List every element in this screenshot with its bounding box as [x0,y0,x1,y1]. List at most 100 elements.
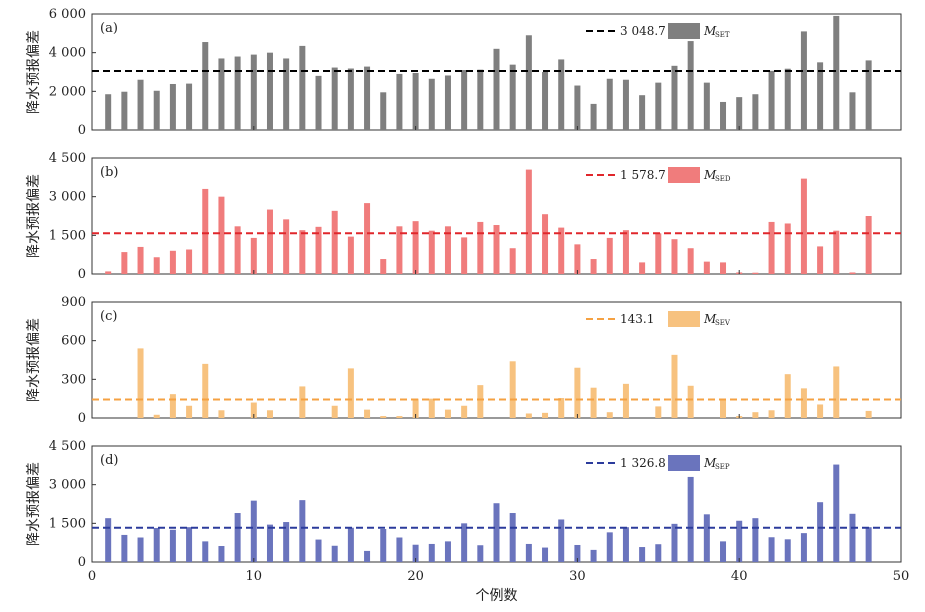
x-axis-label: 个例数 [476,588,518,604]
panel-d-bar-12 [283,522,290,562]
panel-b-bar-11 [266,209,273,274]
panel-d-bar-23 [461,523,468,562]
panel-a-bar-38 [703,82,710,130]
panel-c-ytick-label-900: 900 [61,295,86,310]
panel-a-label: (a) [100,21,118,36]
panel-a-bar-7 [202,42,209,130]
panel-a-bar-44 [800,31,807,130]
panel-c-bar-13 [299,386,306,418]
panel-b-bar-3 [137,246,144,274]
panel-a-bar-11 [266,52,273,130]
xtick-label-0: 0 [88,569,96,584]
panel-a-bar-40 [736,97,743,130]
panel-c-bar-37 [687,385,694,418]
panel-d-bar-4 [153,527,160,562]
panel-b-bar-26 [509,248,516,274]
panel-b-bar-25 [493,225,500,274]
panel-c-bar-8 [218,410,225,418]
panel-b-bar-45 [817,246,824,274]
panel-b-bar-37 [687,248,694,274]
panel-d-label: (d) [100,453,118,468]
panel-a-bar-9 [234,56,241,130]
panel-c-bar-32 [606,412,613,418]
panel-c-bar-21 [428,398,435,418]
panel-d-bar-32 [606,532,613,562]
panel-a-bar-47 [849,92,856,130]
panel-c-bar-30 [574,367,581,418]
panel-d-ytick-label-1500: 1 500 [49,516,86,531]
panel-d-bar-27 [525,543,532,562]
panel-b-bar-28 [542,214,549,274]
panel-a-bar-37 [687,41,694,130]
panel-d-bar-35 [655,544,662,562]
panel-a-bar-26 [509,64,516,130]
panel-c-bar-27 [525,413,532,418]
panel-a-legend-symbol: M [703,24,717,38]
panel-c-bar-35 [655,406,662,418]
panel-d-bar-22 [444,541,451,562]
panel-d-bar-2 [121,534,128,562]
panel-c-bar-18 [380,416,387,418]
panel-c-bar-28 [542,412,549,418]
panel-d-legend-mean-value: 1 326.8 [620,456,666,470]
panel-a-bar-27 [525,35,532,131]
panel-b-bar-44 [800,178,807,274]
panel-d-bar-48 [865,527,872,562]
panel-a-bar-48 [865,60,872,130]
panel-b-bar-43 [784,223,791,274]
panel-c-bar-33 [622,383,629,418]
panel-d-bar-37 [687,476,694,562]
panel-d-bar-7 [202,541,209,562]
panel-d-legend-symbol: M [703,456,717,470]
panel-b-bar-29 [558,227,565,274]
panel-d-bar-16 [347,527,354,562]
panel-d-bar-26 [509,513,516,562]
panel-b-bar-47 [849,272,856,274]
panel-c-bar-20 [412,398,419,418]
panel-a-bar-4 [153,90,160,130]
panel-c-bar-23 [461,405,468,418]
panel-c-frame [91,301,902,419]
xtick-label-20: 20 [407,569,424,584]
panel-b-ytick-label-0: 0 [78,267,86,282]
panel-d-bar-41 [752,518,759,562]
panel-b-bar-16 [347,236,354,274]
panel-c-bar-10 [250,402,257,418]
panel-b-bar-14 [315,226,322,274]
xtick-label-40: 40 [731,569,748,584]
panel-c-ytick-label-0: 0 [78,411,86,426]
panel-a-bar-2 [121,91,128,130]
panel-c-ytick-label-600: 600 [61,334,86,349]
panel-a-bar-14 [315,75,322,130]
panel-a-bar-19 [396,73,403,130]
panel-d-bar-28 [542,547,549,562]
panel-a-bar-21 [428,78,435,130]
panel-d-bar-24 [477,545,484,562]
panel-b-bar-32 [606,237,613,274]
panel-b-bar-18 [380,259,387,274]
panel-b-bar-4 [153,257,160,274]
panel-b-bar-23 [461,237,468,274]
panel-c-bar-3 [137,348,144,418]
panel-c-bar-24 [477,385,484,418]
panel-d-bar-10 [250,500,257,562]
panel-c-bar-5 [169,394,176,418]
panel-a-bar-18 [380,92,387,130]
panel-a-bar-6 [186,83,193,130]
panel-d-bar-39 [720,541,727,562]
panel-c-bar-39 [720,399,727,418]
panel-d-bar-34 [639,547,646,562]
panel-d-bar-3 [137,537,144,562]
panel-b-ytick-label-4500: 4 500 [49,151,86,166]
panel-c-bar-22 [444,409,451,418]
panel-d-bar-44 [800,533,807,562]
panel-d-legend-swatch [668,455,700,471]
panel-c-legend-mean-value: 143.1 [620,312,654,326]
panel-a-bar-12 [283,58,290,130]
panel-d-ytick-label-3000: 3 000 [49,478,86,493]
panel-d-bar-30 [574,544,581,562]
panel-d-bar-13 [299,500,306,562]
xtick-label-10: 10 [246,569,263,584]
panel-b-bar-30 [574,244,581,274]
panel-b-bar-34 [639,262,646,274]
